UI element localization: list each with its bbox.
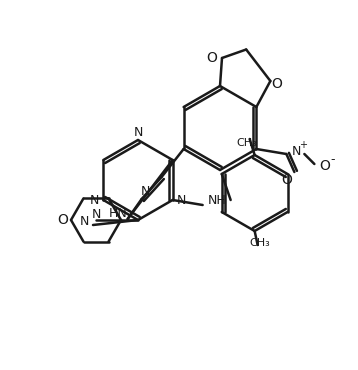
- Text: CH₃: CH₃: [249, 238, 270, 248]
- Text: O: O: [281, 173, 292, 187]
- Text: CH₃: CH₃: [236, 138, 257, 148]
- Text: O: O: [271, 77, 282, 91]
- Text: N: N: [133, 125, 143, 138]
- Text: O: O: [58, 213, 68, 227]
- Text: +: +: [299, 140, 308, 150]
- Text: O: O: [207, 51, 217, 65]
- Text: N: N: [177, 194, 186, 206]
- Text: N: N: [91, 208, 101, 221]
- Text: -: -: [330, 154, 335, 166]
- Text: NH: NH: [207, 194, 226, 206]
- Text: N: N: [90, 194, 99, 206]
- Text: N: N: [79, 215, 89, 228]
- Text: N: N: [292, 145, 301, 158]
- Text: N: N: [141, 185, 150, 198]
- Text: O: O: [319, 159, 330, 173]
- Text: HN: HN: [108, 206, 127, 219]
